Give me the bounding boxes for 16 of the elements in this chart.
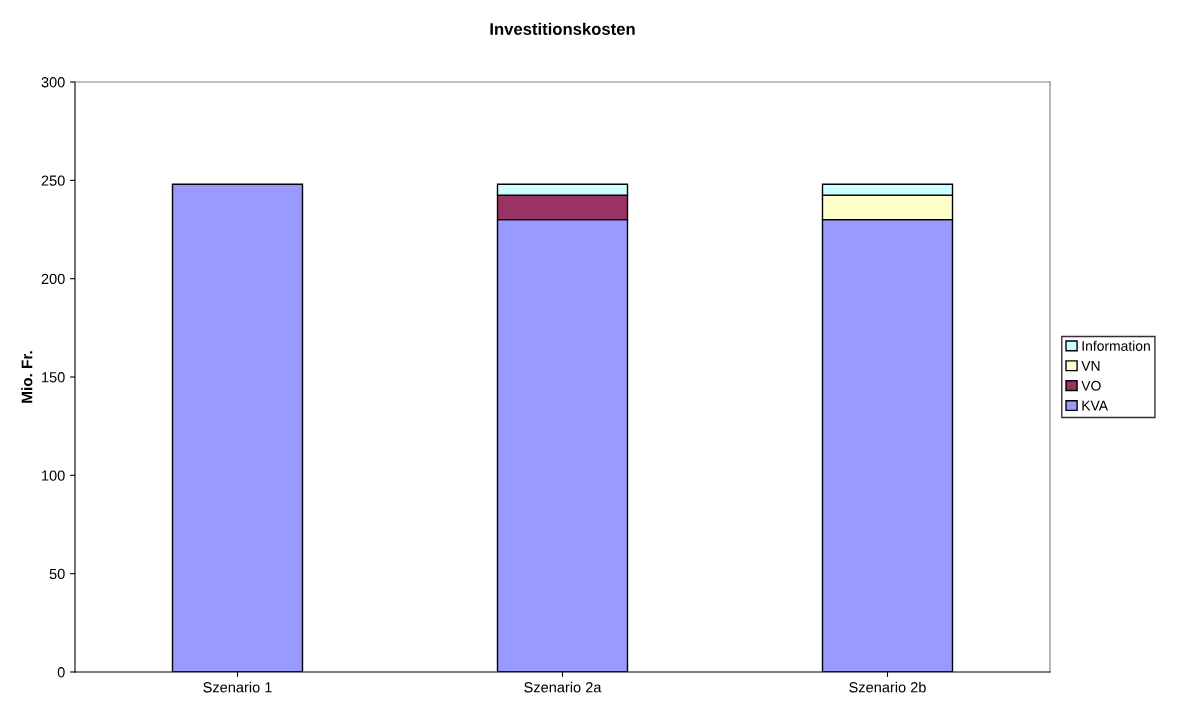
x-tick-label: Szenario 2b xyxy=(849,681,926,693)
legend-label: Information xyxy=(1082,340,1150,351)
y-tick-label: 150 xyxy=(42,372,65,383)
y-tick-label: 200 xyxy=(41,273,65,285)
y-tick-label: 300 xyxy=(41,77,65,88)
y-tick-label: 0 xyxy=(57,667,65,678)
y-tick-label: 250 xyxy=(41,175,65,186)
chart-title: Investitionskosten xyxy=(490,22,635,35)
y-tick-label: 50 xyxy=(49,568,65,580)
x-tick-label: Szenario 1 xyxy=(203,681,272,693)
legend-label: VN xyxy=(1081,361,1100,371)
y-tick-label: 100 xyxy=(42,470,65,481)
legend-label: VO xyxy=(1081,380,1101,391)
legend-label: KVA xyxy=(1082,400,1108,411)
x-tick-label: Szenario 2a xyxy=(524,681,602,693)
y-axis-title: Mio. Fr. xyxy=(21,351,33,403)
